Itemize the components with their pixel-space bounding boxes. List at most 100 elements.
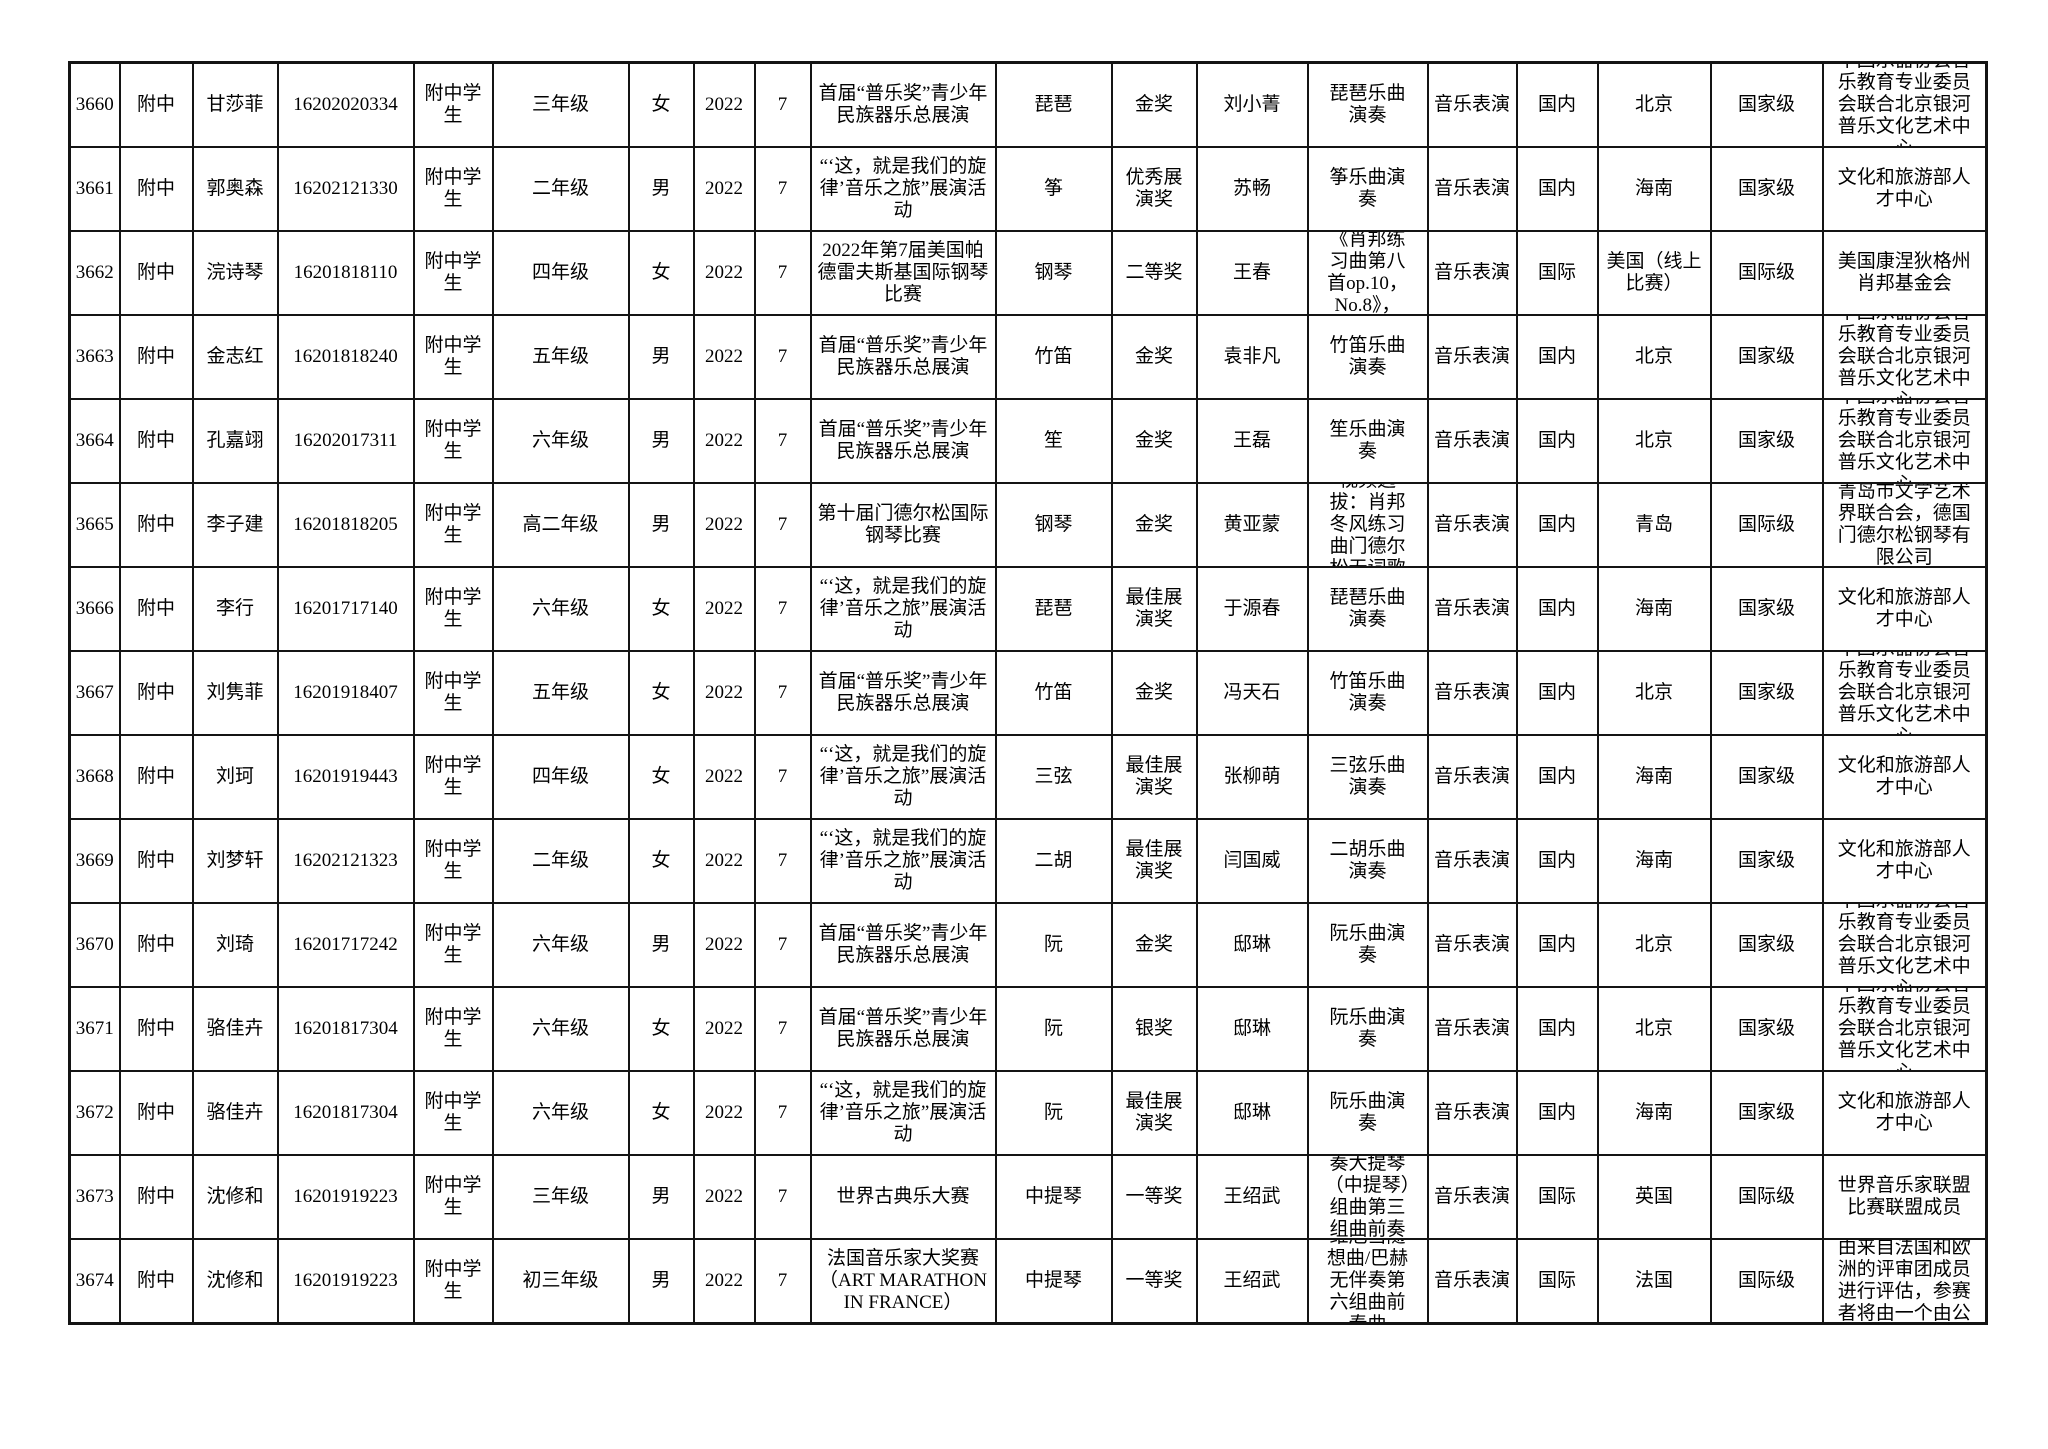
cell-category: 音乐表演 — [1426, 314, 1518, 400]
cell-name: 金志红 — [191, 314, 279, 400]
cell-text-organizer: 世界音乐家联盟比赛联盟成员 — [1837, 1175, 1971, 1218]
cell-text-organizer: 美国康涅狄格州肖邦基金会 — [1837, 251, 1971, 294]
cell-gender: 女 — [627, 986, 695, 1072]
cell-gender: 男 — [627, 398, 695, 484]
cell-level: 国家级 — [1709, 61, 1824, 148]
cell-text-instrument: 琵琶 — [1034, 598, 1073, 619]
cell-text-level: 国家级 — [1737, 598, 1795, 619]
cell-category: 音乐表演 — [1426, 566, 1518, 652]
cell-text-location: 海南 — [1634, 598, 1673, 619]
cell-text-award: 一等奖 — [1125, 1186, 1183, 1207]
cell-text-teacher: 王绍武 — [1223, 1270, 1281, 1291]
cell-month: 7 — [753, 146, 812, 232]
awards-table: 3660 附中 甘莎菲 16202020334 附中学生 三年级女 2022 7 首届“普乐奖”… — [68, 61, 1988, 1325]
cell-school: 附中 — [118, 314, 194, 400]
cell-text-level: 国家级 — [1737, 682, 1795, 703]
cell-text-gender: 女 — [651, 1018, 671, 1039]
cell-text-organizer: 文化和旅游部人才中心 — [1837, 755, 1971, 798]
cell-school: 附中 — [118, 986, 194, 1072]
cell-school: 附中 — [118, 650, 194, 736]
cell-text-teacher: 王春 — [1232, 262, 1271, 283]
cell-text-grade: 三年级 — [531, 1186, 589, 1207]
cell-competition: 首届“普乐奖”青少年民族器乐总展演 — [809, 650, 997, 736]
cell-teacher: 王春 — [1195, 230, 1309, 316]
cell-category: 音乐表演 — [1426, 1070, 1518, 1156]
cell-instrument: 二胡 — [994, 818, 1113, 904]
cell-text-category: 音乐表演 — [1433, 766, 1510, 787]
cell-grade: 二年级 — [491, 146, 630, 232]
cell-text-award: 最佳展演奖 — [1125, 839, 1183, 882]
cell-organizer: 中国乐器协会音乐教育专业委员会联合北京银河普乐文化艺术中心 — [1821, 902, 1988, 988]
cell-text-index: 3663 — [75, 346, 114, 367]
cell-text-student-id: 16201818205 — [293, 514, 398, 535]
cell-text-level: 国家级 — [1737, 178, 1795, 199]
cell-award: 银奖 — [1110, 986, 1198, 1072]
cell-text-category: 音乐表演 — [1433, 430, 1510, 451]
cell-scope: 国际 — [1515, 1238, 1599, 1325]
cell-text-name: 刘琦 — [215, 934, 254, 955]
cell-text-competition: 第十届门德尔松国际钢琴比赛 — [817, 503, 989, 546]
cell-text-category: 音乐表演 — [1433, 1186, 1510, 1207]
cell-month: 7 — [753, 650, 812, 736]
cell-teacher: 邸琳 — [1195, 986, 1309, 1072]
cell-text-instrument: 三弦 — [1034, 766, 1073, 787]
cell-text-level: 国际级 — [1737, 514, 1795, 535]
cell-text-gender: 女 — [651, 850, 671, 871]
cell-month: 7 — [753, 1238, 812, 1325]
cell-text-month: 7 — [777, 934, 788, 955]
cell-school: 附中 — [118, 818, 194, 904]
cell-text-instrument: 竹笛 — [1034, 346, 1073, 367]
cell-text-competition: 首届“普乐奖”青少年民族器乐总展演 — [818, 923, 988, 966]
cell-competition: “‘这，就是我们的旋律’音乐之旅”展演活动 — [809, 566, 997, 652]
cell-organizer: 由来自法国和欧洲的评审团成员进行评估，参赛者将由一个由公 — [1821, 1238, 1988, 1325]
cell-text-index: 3670 — [75, 934, 114, 955]
cell-text-competition: 首届“普乐奖”青少年民族器乐总展演 — [818, 1007, 988, 1050]
table-row: 3661 附中 郭奥森 16202121330 附中学生 二年级 男 2022 7 “‘这，就是我… — [68, 146, 1988, 232]
cell-gender: 女 — [627, 230, 695, 316]
cell-year: 2022 — [692, 566, 756, 652]
cell-text-year: 2022 — [705, 94, 743, 115]
cell-text-name: 刘隽菲 — [206, 682, 264, 703]
cell-scope: 国际 — [1515, 1154, 1599, 1240]
cell-teacher: 袁非凡 — [1195, 314, 1309, 400]
cell-text-identity: 附中学生 — [424, 923, 482, 966]
cell-name: 骆佳卉 — [191, 1070, 279, 1156]
cell-text-index: 3660 — [75, 94, 114, 115]
cell-text-instrument: 阮 — [1043, 1102, 1063, 1123]
cell-teacher: 邸琳 — [1195, 902, 1309, 988]
cell-text-year: 2022 — [705, 850, 743, 871]
cell-category: 音乐表演 — [1426, 650, 1518, 736]
cell-grade: 四年级 — [491, 230, 630, 316]
cell-text-index: 3662 — [75, 262, 114, 283]
cell-text-school: 附中 — [136, 934, 175, 955]
cell-piece: 阮乐曲演奏 — [1306, 986, 1429, 1072]
cell-grade: 六年级 — [491, 986, 630, 1072]
cell-text-grade: 六年级 — [531, 934, 589, 955]
cell-index: 3663 — [68, 314, 121, 400]
cell-text-school: 附中 — [136, 1018, 175, 1039]
cell-text-month: 7 — [777, 682, 788, 703]
cell-location: 北京 — [1596, 61, 1712, 148]
cell-piece: 筝乐曲演奏 — [1306, 146, 1429, 232]
cell-text-month: 7 — [777, 1186, 788, 1207]
cell-text-grade: 六年级 — [531, 598, 589, 619]
cell-text-name: 郭奥森 — [206, 178, 264, 199]
cell-teacher: 刘小菁 — [1195, 61, 1309, 148]
cell-text-organizer: 中国乐器协会音乐教育专业委员会联合北京银河普乐文化艺术中心 — [1837, 64, 1971, 145]
cell-gender: 男 — [627, 902, 695, 988]
cell-instrument: 琵琶 — [994, 566, 1113, 652]
cell-instrument: 三弦 — [994, 734, 1113, 820]
cell-text-gender: 女 — [651, 682, 671, 703]
cell-text-student-id: 16201817304 — [293, 1018, 398, 1039]
cell-text-category: 音乐表演 — [1433, 346, 1510, 367]
cell-piece: 竹笛乐曲演奏 — [1306, 650, 1429, 736]
cell-organizer: 文化和旅游部人才中心 — [1821, 818, 1988, 904]
cell-text-award: 金奖 — [1134, 94, 1173, 115]
cell-grade: 五年级 — [491, 650, 630, 736]
cell-text-organizer: 青岛市文学艺术界联合会，德国门德尔松钢琴有限公司 — [1837, 484, 1971, 566]
cell-organizer: 文化和旅游部人才中心 — [1821, 146, 1988, 232]
cell-text-teacher: 王绍武 — [1223, 1186, 1281, 1207]
cell-index: 3662 — [68, 230, 121, 316]
cell-text-scope: 国内 — [1537, 682, 1576, 703]
cell-identity: 附中学生 — [412, 146, 494, 232]
